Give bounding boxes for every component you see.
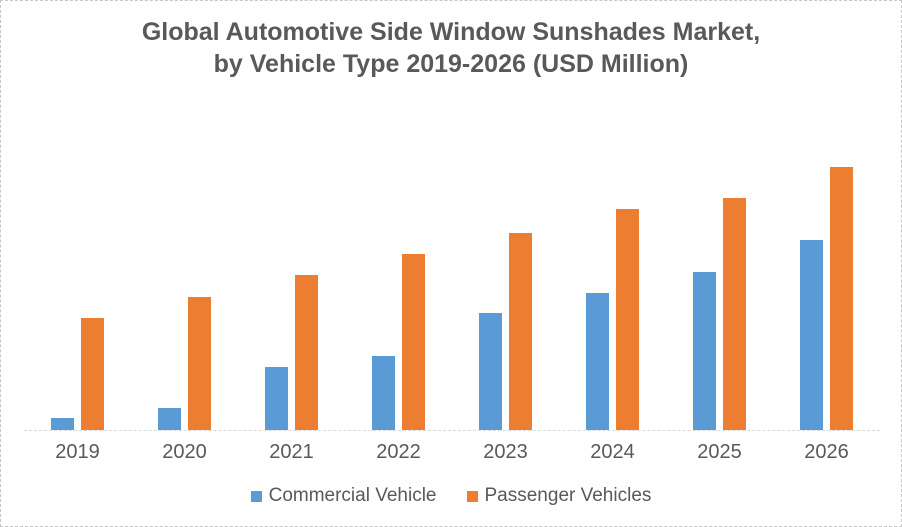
- bar-commercial-vehicle-2019: [51, 418, 74, 430]
- x-axis: 2019 2020 2021 2022 2023 2024 2025 2026: [24, 441, 880, 464]
- bar-group-2020: [131, 131, 238, 430]
- x-axis-label-2023: 2023: [483, 441, 528, 463]
- bar-commercial-vehicle-2025: [693, 272, 716, 430]
- legend-label-commercial-vehicle: Commercial Vehicle: [268, 485, 437, 506]
- x-axis-label-2026: 2026: [804, 441, 849, 463]
- bar-passenger-vehicles-2026: [830, 167, 853, 430]
- bar-passenger-vehicles-2024: [616, 209, 639, 430]
- bar-group-2025: [666, 131, 773, 430]
- bar-passenger-vehicles-2020: [188, 297, 211, 430]
- x-axis-label-2022: 2022: [376, 441, 421, 463]
- bar-group-2022: [345, 131, 452, 430]
- legend-marker-commercial-vehicle-icon: [250, 490, 262, 502]
- bar-group-2021: [238, 131, 345, 430]
- legend: Commercial Vehicle Passenger Vehicles: [1, 485, 901, 507]
- bar-group-2023: [452, 131, 559, 430]
- chart-title-line2: by Vehicle Type 2019-2026 (USD Million): [213, 50, 689, 78]
- bar-commercial-vehicle-2026: [800, 240, 823, 430]
- bar-group-2024: [559, 131, 666, 430]
- legend-item-commercial-vehicle: Commercial Vehicle: [250, 485, 437, 507]
- plot-area: [24, 131, 880, 431]
- legend-item-passenger-vehicles: Passenger Vehicles: [466, 485, 652, 507]
- bar-commercial-vehicle-2024: [586, 293, 609, 430]
- legend-label-passenger-vehicles: Passenger Vehicles: [484, 485, 652, 506]
- bar-commercial-vehicle-2020: [158, 408, 181, 430]
- x-axis-label-2025: 2025: [697, 441, 742, 463]
- chart-title: Global Automotive Side Window Sunshades …: [1, 16, 901, 80]
- x-axis-label-2020: 2020: [162, 441, 207, 463]
- x-axis-label-2019: 2019: [55, 441, 100, 463]
- bar-passenger-vehicles-2022: [402, 254, 425, 430]
- bar-passenger-vehicles-2025: [723, 198, 746, 430]
- bar-group-2019: [24, 131, 131, 430]
- x-axis-label-2021: 2021: [269, 441, 314, 463]
- chart-title-line1: Global Automotive Side Window Sunshades …: [141, 18, 761, 46]
- x-axis-label-2024: 2024: [590, 441, 635, 463]
- bar-passenger-vehicles-2021: [295, 275, 318, 430]
- bar-passenger-vehicles-2023: [509, 233, 532, 430]
- bar-passenger-vehicles-2019: [81, 318, 104, 430]
- bar-commercial-vehicle-2021: [265, 367, 288, 430]
- bar-commercial-vehicle-2023: [479, 313, 502, 430]
- bar-group-2026: [773, 131, 880, 430]
- bar-commercial-vehicle-2022: [372, 356, 395, 430]
- legend-marker-passenger-vehicles-icon: [466, 490, 478, 502]
